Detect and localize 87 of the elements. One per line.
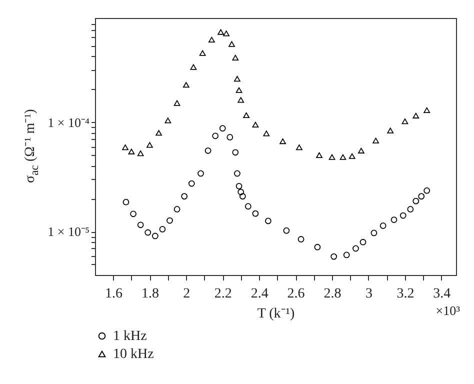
point <box>204 147 212 154</box>
point <box>424 107 430 113</box>
point <box>144 229 152 236</box>
point <box>352 245 359 252</box>
point <box>412 112 420 118</box>
point <box>156 130 162 136</box>
point <box>234 76 240 82</box>
point <box>424 187 430 194</box>
point <box>280 138 286 144</box>
point <box>328 154 336 160</box>
point <box>122 198 130 206</box>
point <box>234 170 240 177</box>
point <box>243 112 250 118</box>
point <box>130 210 136 218</box>
point <box>358 148 364 154</box>
x-tick-label: 2.8 <box>324 286 342 302</box>
point <box>164 118 172 124</box>
point <box>348 153 356 159</box>
point <box>198 170 204 177</box>
y-tick-label: 1 × 10⁻⁵ <box>48 224 90 240</box>
legend-label: 1 kHz <box>113 329 147 344</box>
point <box>239 193 246 200</box>
point <box>236 182 242 190</box>
point <box>232 54 239 61</box>
point <box>412 198 420 204</box>
point <box>223 30 230 36</box>
x-tick-label: 3.2 <box>396 286 414 302</box>
point <box>152 232 158 240</box>
point <box>370 230 378 236</box>
point <box>283 227 290 234</box>
legend-label: 10 kHz <box>113 347 154 362</box>
point <box>166 217 173 224</box>
x-tick-label: 2.6 <box>287 286 305 302</box>
point <box>122 144 128 150</box>
point <box>219 125 226 132</box>
point <box>199 50 206 56</box>
point <box>190 64 197 70</box>
point <box>296 144 302 150</box>
point <box>212 132 219 140</box>
point <box>174 206 180 212</box>
point <box>137 150 144 156</box>
point <box>330 253 338 260</box>
point <box>380 222 386 229</box>
x-tick-label: 2 <box>183 286 190 302</box>
point <box>182 82 190 88</box>
x-tick-label: 3 <box>365 286 372 302</box>
point <box>128 148 135 154</box>
point <box>407 206 414 212</box>
x-tick-label: 2.2 <box>214 286 232 302</box>
point <box>244 203 252 210</box>
x-tick-label: 3.4 <box>433 286 451 302</box>
point <box>343 252 350 258</box>
point <box>252 210 259 217</box>
point <box>188 180 195 187</box>
point <box>252 122 259 128</box>
point <box>146 142 153 148</box>
point <box>390 216 398 223</box>
point <box>238 188 244 196</box>
point <box>402 118 408 124</box>
x-axis-title: T (k⁻¹) <box>257 306 295 322</box>
point <box>208 36 215 42</box>
point <box>218 29 224 35</box>
x-tick-label: 2.4 <box>250 286 268 302</box>
point <box>387 128 394 134</box>
x-tick-label: 1.8 <box>141 286 159 302</box>
point <box>159 226 166 232</box>
point <box>314 244 321 250</box>
point <box>400 212 406 219</box>
x-tick-label: 1.6 <box>104 286 122 302</box>
point <box>232 149 239 156</box>
y-tick-label: 1 × 10⁻⁴ <box>48 114 90 130</box>
point <box>360 238 366 246</box>
point <box>228 41 235 47</box>
point <box>236 87 242 93</box>
point <box>265 218 272 224</box>
text: ×10³ <box>436 303 460 319</box>
point <box>181 193 188 200</box>
point <box>418 193 425 200</box>
point <box>137 222 144 228</box>
point <box>263 130 270 136</box>
point <box>340 154 346 160</box>
point <box>174 100 180 106</box>
point <box>226 134 234 140</box>
point <box>316 152 322 158</box>
point <box>298 236 304 242</box>
point <box>238 97 244 103</box>
point <box>372 138 379 144</box>
